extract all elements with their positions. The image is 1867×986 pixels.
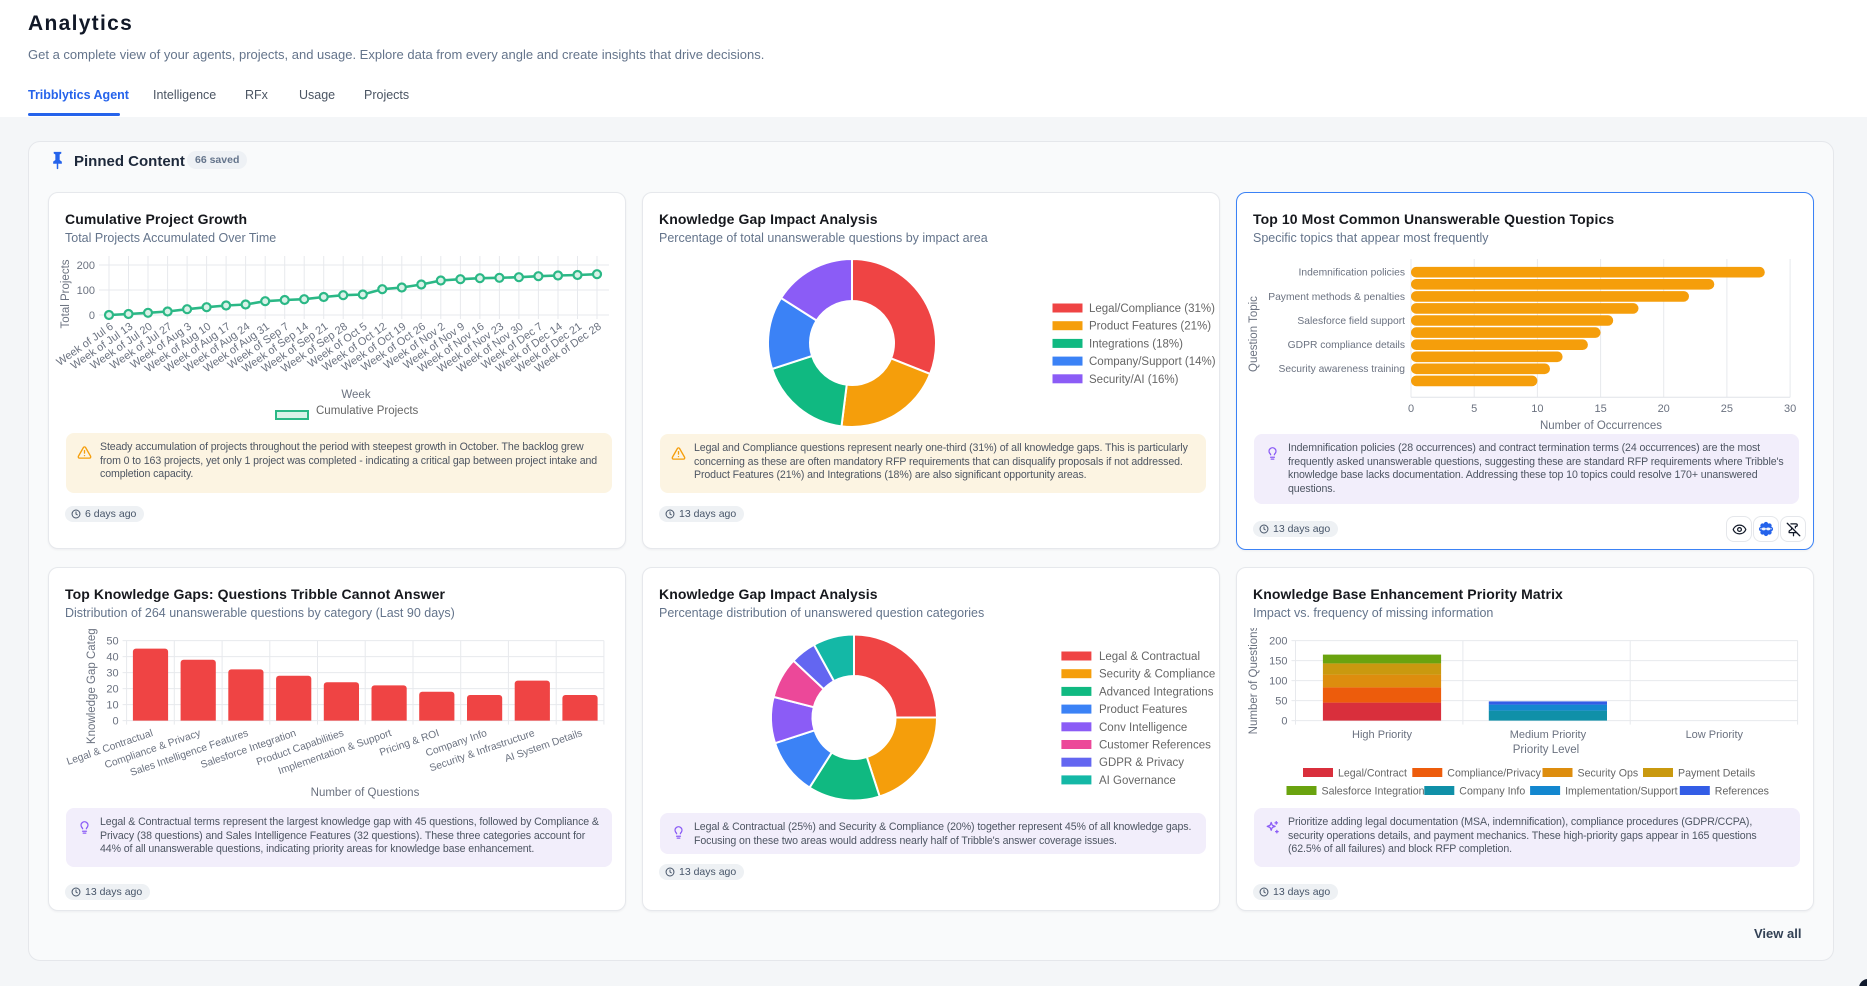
svg-text:5: 5 — [1471, 403, 1477, 415]
svg-text:30: 30 — [1784, 403, 1796, 415]
svg-text:20: 20 — [106, 683, 118, 695]
svg-text:Product Features (21%): Product Features (21%) — [1089, 321, 1211, 333]
svg-text:0: 0 — [1281, 715, 1287, 727]
svg-text:Salesforce field support: Salesforce field support — [1297, 316, 1405, 327]
svg-text:Legal/Compliance (31%): Legal/Compliance (31%) — [1089, 303, 1215, 315]
svg-text:Legal & Contractual: Legal & Contractual — [1099, 651, 1200, 663]
svg-text:20: 20 — [1658, 403, 1670, 415]
svg-text:AI Governance: AI Governance — [1099, 775, 1176, 787]
svg-text:25: 25 — [1721, 403, 1733, 415]
svg-text:Number of Questions: Number of Questions — [311, 787, 420, 799]
svg-text:Number of Occurrences: Number of Occurrences — [1540, 420, 1662, 432]
svg-text:0: 0 — [112, 715, 118, 727]
svg-text:200: 200 — [77, 260, 95, 272]
svg-text:Implementation/Support: Implementation/Support — [1565, 785, 1678, 797]
svg-text:Total Projects: Total Projects — [60, 259, 72, 328]
svg-text:Advanced Integrations: Advanced Integrations — [1099, 686, 1214, 698]
svg-text:50: 50 — [1275, 695, 1287, 707]
svg-text:Company Info: Company Info — [1459, 785, 1525, 797]
svg-text:Priority Level: Priority Level — [1513, 744, 1579, 756]
svg-text:10: 10 — [106, 699, 118, 711]
svg-text:Payment methods & penalties: Payment methods & penalties — [1268, 292, 1405, 303]
svg-text:Number of Questions: Number of Questions — [1248, 628, 1260, 734]
svg-text:10: 10 — [1531, 403, 1543, 415]
svg-text:Indemnification policies: Indemnification policies — [1299, 268, 1405, 279]
svg-text:Legal/Contract: Legal/Contract — [1338, 767, 1407, 779]
svg-text:High Priority: High Priority — [1352, 729, 1412, 741]
svg-text:Security Ops: Security Ops — [1578, 767, 1639, 779]
svg-text:Company/Support (14%): Company/Support (14%) — [1089, 356, 1216, 368]
svg-text:Customer References: Customer References — [1099, 740, 1211, 752]
svg-text:200: 200 — [1269, 635, 1287, 647]
svg-text:Payment Details: Payment Details — [1678, 767, 1755, 779]
svg-text:Product Features: Product Features — [1099, 704, 1187, 716]
svg-text:15: 15 — [1594, 403, 1606, 415]
svg-text:Salesforce Integration: Salesforce Integration — [1322, 785, 1425, 797]
svg-text:Conv Intelligence: Conv Intelligence — [1099, 722, 1187, 734]
svg-text:150: 150 — [1269, 655, 1287, 667]
svg-text:Knowledge Gap Catego: Knowledge Gap Catego — [86, 628, 98, 744]
svg-text:0: 0 — [1408, 403, 1414, 415]
svg-text:GDPR compliance details: GDPR compliance details — [1288, 340, 1405, 351]
svg-text:Compliance/Privacy: Compliance/Privacy — [1447, 767, 1541, 779]
svg-text:30: 30 — [106, 667, 118, 679]
svg-text:100: 100 — [77, 285, 95, 297]
svg-text:100: 100 — [1269, 675, 1287, 687]
svg-text:Security awareness training: Security awareness training — [1279, 364, 1406, 375]
svg-text:Low Priority: Low Priority — [1686, 729, 1744, 741]
svg-text:Medium Priority: Medium Priority — [1510, 729, 1587, 741]
svg-text:Question Topic: Question Topic — [1248, 296, 1260, 372]
svg-text:50: 50 — [106, 635, 118, 647]
svg-text:40: 40 — [106, 651, 118, 663]
svg-text:Week: Week — [341, 389, 370, 401]
svg-text:0: 0 — [89, 310, 95, 322]
svg-text:Integrations (18%): Integrations (18%) — [1089, 338, 1183, 350]
svg-text:References: References — [1715, 785, 1769, 797]
svg-text:GDPR & Privacy: GDPR & Privacy — [1099, 757, 1184, 769]
svg-text:Security/AI (16%): Security/AI (16%) — [1089, 374, 1179, 386]
svg-text:Security & Compliance: Security & Compliance — [1099, 669, 1215, 681]
